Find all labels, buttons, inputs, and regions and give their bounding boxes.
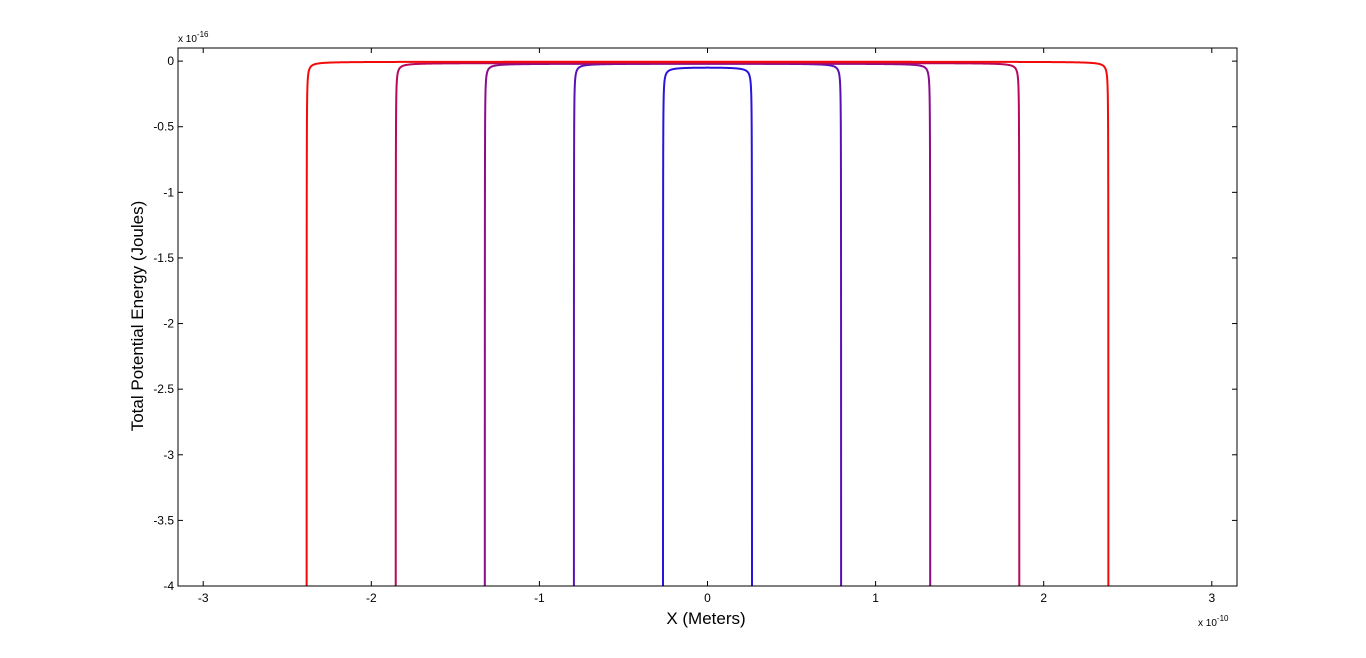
y-multiplier-exponent: -16	[197, 30, 209, 39]
y-axis-ticks: 0 -0.5 -1 -1.5 -2 -2.5 -3 -3.5 -4	[153, 54, 1237, 593]
x-axis-title: X (Meters)	[666, 609, 745, 628]
series-layer	[305, 60, 1110, 586]
series-1-line	[662, 66, 753, 586]
x-multiplier-base: x 10	[1198, 618, 1217, 629]
y-tick-label: -3	[163, 448, 174, 462]
x-tick-label: 1	[872, 591, 879, 605]
x-tick-label: -2	[366, 591, 377, 605]
x-multiplier-exponent: -10	[1217, 614, 1229, 623]
x-tick-label: 2	[1040, 591, 1047, 605]
y-tick-label: -4	[163, 579, 174, 593]
y-tick-label: -2	[163, 317, 174, 331]
y-tick-label: -2.5	[153, 382, 174, 396]
x-tick-label: -1	[534, 591, 545, 605]
y-tick-label: -1.5	[153, 251, 174, 265]
y-axis-title: Total Potential Energy (Joules)	[128, 201, 147, 432]
y-multiplier-base: x 10	[178, 34, 197, 45]
y-tick-label: 0	[167, 54, 174, 68]
x-tick-label: 0	[704, 591, 711, 605]
x-axis-ticks: -3 -2 -1 0 1 2 3	[198, 48, 1215, 605]
x-axis-multiplier: x 10-10	[1198, 614, 1229, 629]
x-tick-label: 3	[1208, 591, 1215, 605]
series-5-line	[305, 60, 1110, 586]
x-tick-label: -3	[198, 591, 209, 605]
series-4-line	[394, 62, 1021, 586]
y-tick-label: -3.5	[153, 513, 174, 527]
plot-area	[178, 48, 1237, 586]
y-tick-label: -1	[163, 185, 174, 199]
y-axis-multiplier: x 10-16	[178, 30, 209, 45]
y-tick-label: -0.5	[153, 120, 174, 134]
